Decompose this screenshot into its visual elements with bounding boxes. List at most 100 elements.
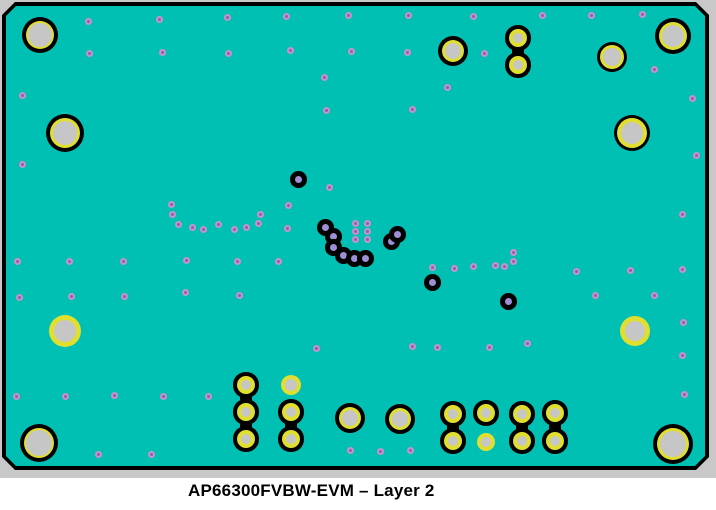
- via: [285, 226, 289, 230]
- via: [121, 259, 125, 263]
- black-via: [321, 223, 329, 231]
- pad: [342, 410, 358, 426]
- via: [63, 394, 67, 398]
- via: [14, 394, 18, 398]
- via: [680, 267, 684, 271]
- via: [410, 107, 414, 111]
- via: [346, 13, 350, 17]
- mount-hole: [53, 121, 77, 145]
- copper-plane: [6, 6, 705, 466]
- via: [216, 222, 220, 226]
- black-via: [428, 278, 436, 286]
- black-via: [329, 243, 337, 251]
- scan-background: [0, 0, 716, 478]
- via: [237, 293, 241, 297]
- chain-pad: [550, 436, 560, 446]
- via: [160, 50, 164, 54]
- via: [169, 202, 173, 206]
- via: [365, 229, 369, 233]
- via: [87, 51, 91, 55]
- pad-bridge: [285, 412, 297, 439]
- via: [365, 237, 369, 241]
- via: [589, 13, 593, 17]
- via: [628, 268, 632, 272]
- via: [540, 13, 544, 17]
- yellow-hole: [54, 320, 76, 342]
- via: [184, 258, 188, 262]
- via: [353, 229, 357, 233]
- mount-hole: [662, 25, 684, 47]
- via: [232, 227, 236, 231]
- via: [15, 259, 19, 263]
- yellow-pad: [481, 437, 491, 447]
- black-via: [294, 175, 302, 183]
- chain-pad: [517, 436, 527, 446]
- via: [652, 293, 656, 297]
- yellow-hole: [625, 321, 645, 341]
- chain-pad: [513, 33, 523, 43]
- via: [452, 266, 456, 270]
- via: [206, 394, 210, 398]
- via: [314, 346, 318, 350]
- via: [225, 15, 229, 19]
- mount-hole: [26, 430, 52, 456]
- pad: [392, 411, 408, 427]
- via: [406, 13, 410, 17]
- via: [682, 392, 686, 396]
- via: [69, 294, 73, 298]
- pad-bridge: [240, 412, 252, 439]
- via: [235, 259, 239, 263]
- via: [67, 259, 71, 263]
- via: [201, 227, 205, 231]
- black-via: [361, 254, 369, 262]
- via: [170, 212, 174, 216]
- via: [405, 50, 409, 54]
- via: [112, 393, 116, 397]
- via: [20, 93, 24, 97]
- via: [349, 49, 353, 53]
- via: [378, 449, 382, 453]
- black-via: [387, 237, 395, 245]
- pad-bridge: [549, 413, 561, 441]
- yellow-pad: [285, 379, 297, 391]
- via: [157, 17, 161, 21]
- via: [471, 14, 475, 18]
- via: [176, 222, 180, 226]
- via: [487, 345, 491, 349]
- via: [445, 85, 449, 89]
- via: [244, 225, 248, 229]
- via: [511, 259, 515, 263]
- pad-bridge: [447, 414, 459, 441]
- via: [435, 345, 439, 349]
- chain-pad: [286, 434, 296, 444]
- pad-bridge: [240, 385, 252, 412]
- via: [226, 51, 230, 55]
- via: [183, 290, 187, 294]
- via: [324, 108, 328, 112]
- black-via: [339, 251, 347, 259]
- mount-hole: [621, 122, 643, 144]
- via: [286, 203, 290, 207]
- board-outline: [2, 2, 709, 470]
- via: [322, 75, 326, 79]
- via: [86, 19, 90, 23]
- via: [365, 221, 369, 225]
- via: [681, 320, 685, 324]
- via: [593, 293, 597, 297]
- pad-bridge: [516, 414, 528, 441]
- pad: [481, 408, 491, 418]
- via: [511, 250, 515, 254]
- via: [430, 265, 434, 269]
- via: [690, 96, 694, 100]
- pad-bridge: [512, 38, 524, 65]
- via: [652, 67, 656, 71]
- via: [348, 448, 352, 452]
- via: [161, 394, 165, 398]
- pcb-feature-layer: [14, 12, 698, 457]
- mount-hole: [603, 48, 621, 66]
- black-via: [393, 230, 401, 238]
- via: [482, 51, 486, 55]
- chain-pad: [241, 434, 251, 444]
- via: [680, 353, 684, 357]
